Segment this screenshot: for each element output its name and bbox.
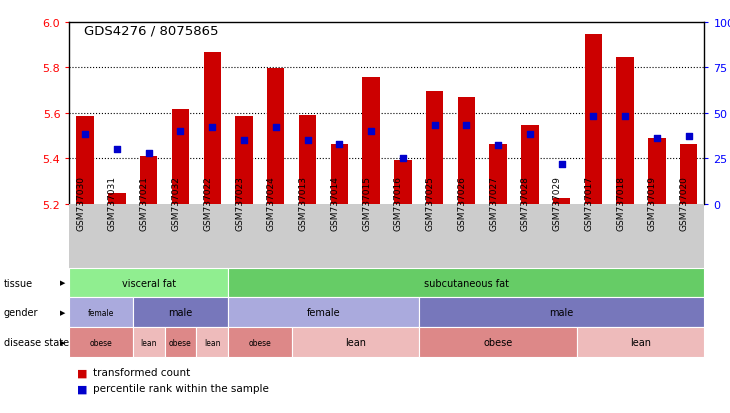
Point <box>270 125 282 131</box>
Point <box>461 123 472 129</box>
Bar <box>458 97 475 204</box>
Point <box>80 132 91 138</box>
Text: percentile rank within the sample: percentile rank within the sample <box>93 383 269 393</box>
Text: male: male <box>550 308 574 318</box>
Point <box>143 150 155 157</box>
Text: GDS4276 / 8075865: GDS4276 / 8075865 <box>84 25 218 38</box>
Point <box>619 114 631 120</box>
Text: obese: obese <box>483 337 512 347</box>
Bar <box>77 117 94 204</box>
Text: ▶: ▶ <box>61 280 66 286</box>
Bar <box>299 116 316 204</box>
Point <box>397 155 409 162</box>
Point <box>429 123 440 129</box>
Text: ■: ■ <box>77 383 87 393</box>
Point <box>683 134 694 140</box>
Bar <box>394 161 412 204</box>
Point <box>365 128 377 135</box>
Text: obese: obese <box>169 338 192 347</box>
Bar <box>426 92 443 204</box>
Point <box>301 137 313 144</box>
Text: obese: obese <box>90 338 112 347</box>
Point <box>174 128 186 135</box>
Point <box>524 132 536 138</box>
Text: lean: lean <box>204 338 220 347</box>
Bar <box>680 145 697 204</box>
Point <box>334 141 345 147</box>
Text: lean: lean <box>140 338 157 347</box>
Bar <box>267 69 285 204</box>
Point <box>492 143 504 150</box>
Bar <box>489 145 507 204</box>
Bar <box>204 53 221 204</box>
Bar <box>616 58 634 204</box>
Point <box>111 146 123 153</box>
Bar <box>362 78 380 204</box>
Text: gender: gender <box>4 308 38 318</box>
Bar <box>585 35 602 204</box>
Text: female: female <box>88 308 115 317</box>
Text: tissue: tissue <box>4 278 33 288</box>
Point <box>651 135 663 142</box>
Bar <box>172 110 189 204</box>
Point <box>238 137 250 144</box>
Text: male: male <box>169 308 193 318</box>
Text: ▶: ▶ <box>61 339 66 345</box>
Point <box>556 161 567 167</box>
Text: visceral fat: visceral fat <box>122 278 176 288</box>
Point <box>588 114 599 120</box>
Bar <box>553 198 570 204</box>
Text: lean: lean <box>345 337 366 347</box>
Bar <box>108 194 126 204</box>
Bar <box>140 157 158 204</box>
Text: ▶: ▶ <box>61 310 66 316</box>
Bar <box>648 138 666 204</box>
Text: transformed count: transformed count <box>93 368 190 377</box>
Text: female: female <box>307 308 340 318</box>
Text: ■: ■ <box>77 368 87 377</box>
Text: obese: obese <box>248 338 272 347</box>
Point <box>207 125 218 131</box>
Text: disease state: disease state <box>4 337 69 347</box>
Bar <box>235 117 253 204</box>
Bar <box>331 145 348 204</box>
Bar <box>521 126 539 204</box>
Text: lean: lean <box>631 337 651 347</box>
Text: subcutaneous fat: subcutaneous fat <box>424 278 509 288</box>
